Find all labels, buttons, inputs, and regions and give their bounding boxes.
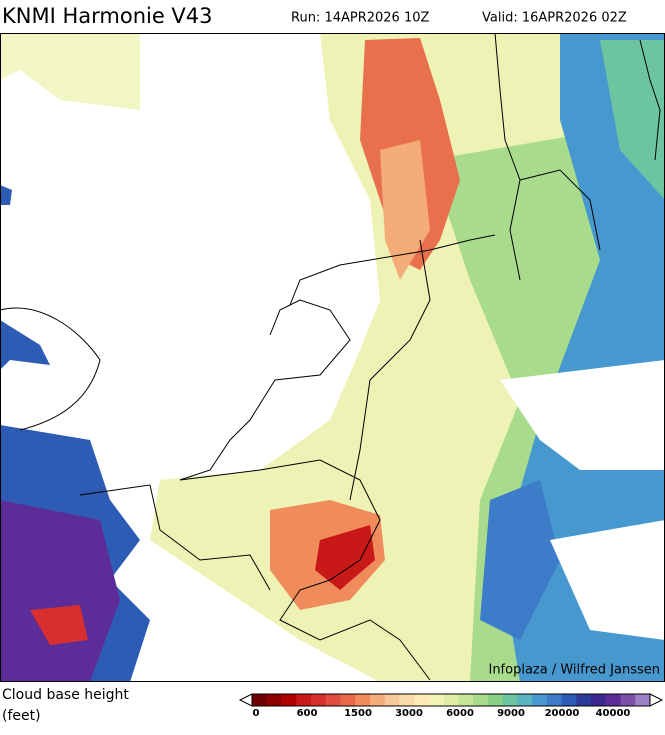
- colorbar-swatch: [399, 694, 415, 706]
- colorbar-tick-label: 0: [253, 708, 260, 719]
- colorbar-swatch: [369, 694, 386, 706]
- colorbar-swatch: [561, 694, 577, 706]
- cloud-field: [0, 33, 140, 110]
- colorbar-tick-label: 20000: [545, 708, 580, 719]
- colorbar-swatch: [517, 694, 533, 706]
- colorbar-tick-label: 600: [297, 708, 318, 719]
- cloud-field: [480, 480, 560, 640]
- legend-label: (feet): [2, 708, 41, 724]
- colorbar-swatch: [428, 694, 445, 706]
- cloud-field: [0, 320, 50, 370]
- colorbar-swatch: [296, 694, 312, 706]
- cloud-field: [315, 525, 375, 590]
- colorbar-swatch: [325, 694, 341, 706]
- colorbar-tick-label: 3000: [395, 708, 423, 719]
- cloud-field: [600, 40, 665, 200]
- colorbar-swatch: [591, 694, 607, 706]
- title: KNMI Harmonie V43: [2, 4, 213, 28]
- colorbar-swatch: [384, 694, 400, 706]
- colorbar-swatch: [340, 694, 356, 706]
- colorbar-swatch: [266, 694, 282, 706]
- colorbar-swatch: [458, 694, 474, 706]
- colorbar-tick-label: 1500: [344, 708, 372, 719]
- colorbar-swatch: [443, 694, 459, 706]
- colorbar-swatch: [576, 694, 592, 706]
- colorbar-swatch: [310, 694, 327, 706]
- colorbar-swatch: [620, 694, 636, 706]
- colorbar-swatch: [414, 694, 430, 706]
- colorbar-tick-label: 9000: [497, 708, 525, 719]
- colorbar-swatch: [355, 694, 371, 706]
- clear-area: [500, 360, 665, 470]
- colorbar-swatch: [605, 694, 622, 706]
- cloud-field: [0, 185, 12, 205]
- colorbar-swatch: [635, 694, 651, 706]
- colorbar-swatch: [252, 694, 268, 706]
- coastlines: [0, 32, 661, 681]
- cloud-field: [380, 140, 430, 280]
- clear-area: [550, 520, 665, 640]
- colorbar-swatch: [473, 694, 489, 706]
- colorbar-swatch: [487, 694, 504, 706]
- colorbar-swatch: [502, 694, 518, 706]
- colorbar-swatch: [546, 694, 563, 706]
- colorbar-arrow: [649, 693, 664, 707]
- colorbar-outline: [251, 693, 651, 707]
- cloud-field: [0, 500, 120, 682]
- colorbar-swatch: [532, 694, 548, 706]
- valid-time: Valid: 16APR2026 02Z: [482, 11, 627, 26]
- legend-label: Cloud base height: [2, 687, 129, 703]
- colorbar-swatch: [281, 694, 297, 706]
- credit: Infoplaza / Wilfred Janssen: [488, 663, 660, 678]
- colorbar-tick-label: 40000: [596, 708, 631, 719]
- colorbar-tick-label: 6000: [446, 708, 474, 719]
- colorbar-arrow: [238, 693, 253, 707]
- run-time: Run: 14APR2026 10Z: [291, 11, 430, 26]
- map-area: [0, 32, 665, 682]
- cloud-field: [30, 605, 88, 645]
